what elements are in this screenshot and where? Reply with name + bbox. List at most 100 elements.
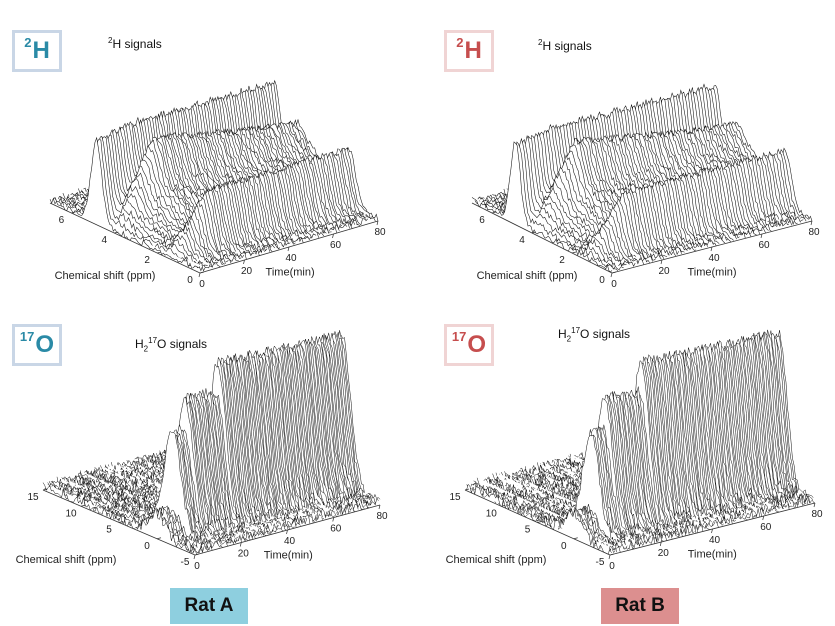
spectrum-trace	[54, 136, 206, 272]
time-tick	[810, 220, 813, 226]
time-tick-label: 40	[285, 253, 297, 264]
x-tick	[491, 211, 497, 214]
x-tick-label: 0	[144, 541, 150, 552]
time-tick	[659, 541, 662, 547]
x-tick	[71, 211, 76, 214]
signal-label: H217O signals	[558, 326, 631, 344]
x-tick	[464, 488, 470, 491]
waterfall-plot: -5 0 5 10 15 0 20 40 60 80 Chemical shift (ppm) Tim…	[16, 330, 388, 572]
axes: -5 0 5 10 15 0 20 40 60 80 Chemical shift (ppm) Tim…	[16, 488, 388, 572]
x-tick	[571, 251, 577, 254]
time-tick-label: 0	[199, 279, 205, 290]
panel-rat-b-2h: 0 2 4 6 0 20 40 60 80 Chemical shift (ppm) Time(mi…	[430, 10, 835, 310]
spectra-traces	[42, 330, 381, 555]
nucleus-badge: 17 O	[12, 324, 62, 366]
x-tick	[537, 521, 542, 523]
x-tick-label: 10	[486, 508, 498, 519]
x-axis-label: Chemical shift (ppm)	[16, 554, 117, 566]
x-tick-label: -5	[596, 557, 605, 568]
x-tick-label: 5	[106, 525, 112, 536]
time-tick-label: 60	[330, 524, 342, 535]
spectrum-trace	[474, 141, 616, 270]
signal-label: 2H signals	[108, 36, 162, 51]
x-tick	[194, 553, 200, 556]
time-axis-label: Time(min)	[266, 267, 315, 279]
x-tick	[114, 231, 119, 234]
x-tick-label: 0	[187, 275, 193, 286]
time-tick-label: 0	[609, 561, 615, 572]
time-tick-label: 80	[374, 227, 386, 238]
x-tick-label: 15	[449, 492, 461, 503]
x-tick-label: 4	[519, 235, 525, 246]
time-tick	[711, 528, 713, 534]
time-tick-label: 80	[376, 511, 388, 522]
time-tick-label: 40	[284, 536, 296, 547]
spectra-traces	[49, 79, 379, 272]
x-tick-label: 2	[559, 255, 565, 266]
x-axis-label: Chemical shift (ppm)	[446, 554, 547, 566]
spectra-traces	[464, 329, 816, 555]
time-tick	[710, 246, 713, 252]
x-tick-label: 10	[65, 508, 77, 519]
x-tick	[531, 231, 537, 234]
x-tick	[156, 537, 162, 540]
spectrum-trace	[57, 136, 208, 266]
x-axis-line	[49, 202, 201, 274]
time-tick-label: 0	[611, 279, 617, 290]
time-tick	[610, 272, 613, 278]
x-tick-label: 5	[525, 525, 531, 536]
time-tick	[813, 502, 816, 508]
x-tick	[157, 251, 162, 254]
time-tick	[332, 517, 335, 522]
panel-rat-a-17o: -5 0 5 10 15 0 20 40 60 80 Chemical shift (ppm) Tim…	[0, 310, 417, 610]
time-tick-label: 60	[758, 240, 770, 251]
spectrum-trace	[42, 482, 196, 554]
x-tick	[609, 553, 615, 556]
spectrum-trace	[471, 141, 613, 273]
time-tick	[239, 542, 242, 547]
time-axis-label: Time(min)	[688, 549, 737, 561]
time-tick	[376, 220, 379, 226]
axes: -5 0 5 10 15 0 20 40 60 80 Chemical shift (ppm) Tim…	[446, 488, 823, 572]
panel-rat-b-17o: -5 0 5 10 15 0 20 40 60 80 Chemical shift (ppm) Tim…	[430, 310, 835, 610]
time-tick	[243, 259, 245, 265]
x-axis-label: Chemical shift (ppm)	[55, 270, 156, 282]
time-tick-label: 20	[241, 266, 253, 277]
time-tick	[193, 554, 196, 560]
nucleus-badge: 17 O	[444, 324, 494, 366]
time-tick	[608, 554, 611, 560]
time-tick-label: 40	[709, 535, 721, 546]
x-axis-line	[471, 202, 613, 274]
x-tick-label: 0	[599, 275, 605, 286]
x-axis-label: Chemical shift (ppm)	[477, 270, 578, 282]
time-tick	[286, 529, 288, 535]
panel-rat-a-2h: 0 2 4 6 0 20 40 60 80 Chemical shift (ppm) Time(mi…	[0, 10, 417, 310]
waterfall-plot: -5 0 5 10 15 0 20 40 60 80 Chemical shift (ppm) Tim…	[446, 329, 823, 572]
time-tick-label: 80	[811, 509, 823, 520]
time-tick	[198, 272, 201, 278]
x-tick-label: 6	[479, 215, 485, 226]
x-tick	[199, 271, 205, 274]
time-tick-label: 60	[330, 240, 342, 251]
time-tick	[287, 246, 290, 252]
x-tick-label: 4	[102, 235, 108, 246]
signal-label: H217O signals	[135, 336, 208, 354]
x-tick	[611, 271, 617, 274]
time-tick	[760, 233, 763, 239]
x-tick	[118, 521, 124, 523]
time-axis-label: Time(min)	[264, 550, 313, 562]
time-tick	[660, 259, 663, 265]
x-tick-label: 2	[144, 255, 150, 266]
time-tick-label: 80	[808, 227, 820, 238]
time-tick	[332, 233, 334, 239]
spectrum-trace	[52, 138, 203, 272]
time-tick	[762, 515, 765, 521]
time-tick-label: 40	[708, 253, 720, 264]
x-tick	[501, 504, 506, 507]
